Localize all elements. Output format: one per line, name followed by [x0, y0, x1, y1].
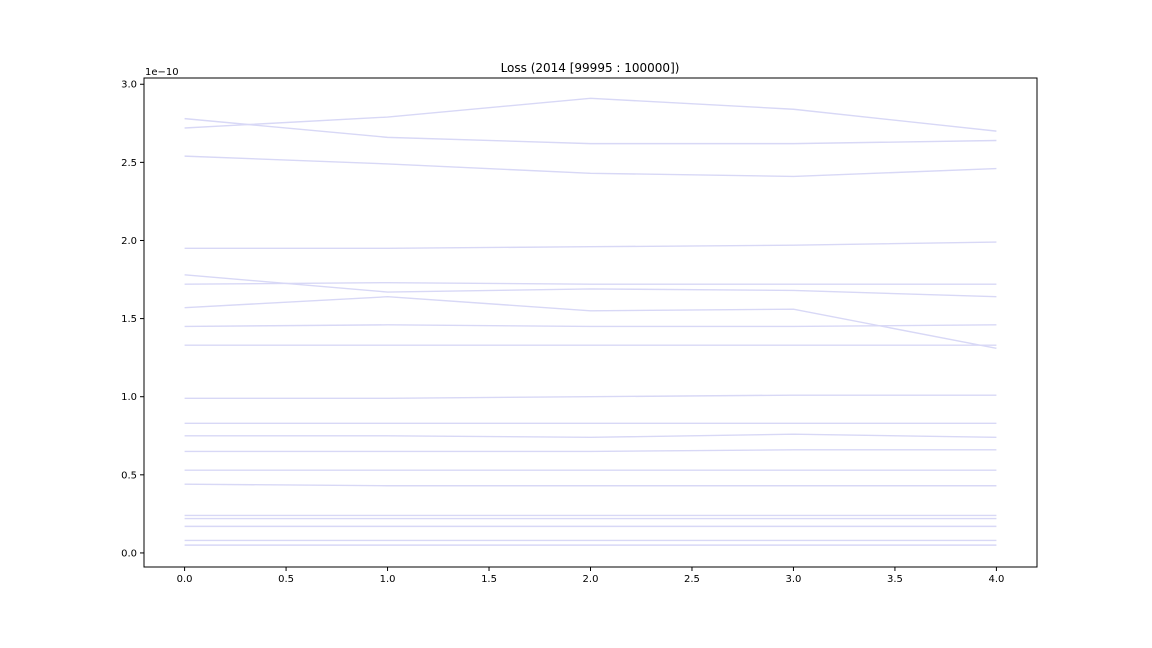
- y-tick-label: 2.5: [121, 158, 137, 169]
- y-tick-label: 2.0: [121, 236, 137, 247]
- y-tick-label: 1.0: [121, 392, 137, 403]
- x-tick-label: 3.0: [786, 574, 802, 585]
- x-tick-label: 0.0: [177, 574, 193, 585]
- y-tick-label: 0.5: [121, 470, 137, 481]
- series-line-1: [184, 97, 997, 132]
- series-line-13: [184, 449, 997, 453]
- x-tick-label: 2.5: [684, 574, 700, 585]
- x-tick-label: 0.5: [278, 574, 294, 585]
- series-line-10: [184, 394, 997, 399]
- series-line-12: [184, 433, 997, 439]
- series-line-5: [184, 274, 997, 298]
- series-line-15: [184, 483, 997, 487]
- x-tick-label: 1.5: [481, 574, 497, 585]
- chart-title: Loss (2014 [99995 : 100000]): [501, 61, 680, 75]
- x-tick-label: 1.0: [380, 574, 396, 585]
- x-tick-label: 3.5: [887, 574, 903, 585]
- series-line-2: [184, 117, 997, 145]
- y-offset-text: 1e−10: [145, 67, 179, 78]
- x-tick-label: 2.0: [583, 574, 599, 585]
- series-line-3: [184, 155, 997, 178]
- series-line-7: [184, 296, 997, 349]
- series-layer: [184, 97, 997, 546]
- y-tick-label: 0.0: [121, 548, 137, 559]
- plot-frame: [143, 77, 1038, 568]
- y-tick-label: 3.0: [121, 80, 137, 91]
- series-line-6: [184, 281, 997, 285]
- axes-layer: 0.0 0.5 1.0 1.5 2.0 2.5 3.0 3.5 4.0 0.0 0.5 1.0 1.5 2…: [121, 80, 1004, 585]
- series-line-4: [184, 241, 997, 249]
- y-tick-label: 1.5: [121, 314, 137, 325]
- series-line-8: [184, 324, 997, 328]
- x-tick-label: 4.0: [988, 574, 1004, 585]
